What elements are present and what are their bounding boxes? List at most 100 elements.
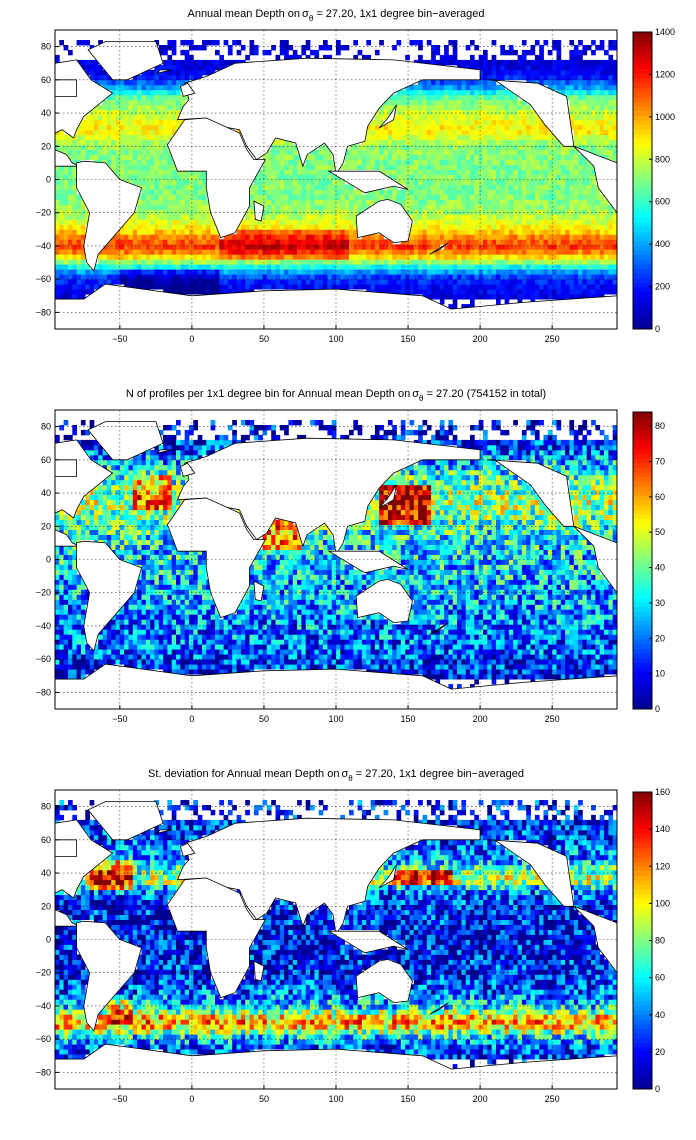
heatmap-cell [508,74,514,81]
heatmap-cell [500,669,505,675]
heatmap-cell [422,204,428,210]
heatmap-cell [521,264,527,270]
heatmap-cell [158,219,164,225]
heatmap-cell [340,254,345,260]
heatmap-cell [452,239,458,245]
heatmap-cell [193,179,198,185]
heatmap-cell [327,264,333,270]
heatmap-cell [496,299,501,305]
heatmap-cell [379,289,384,295]
heatmap-cell [284,284,289,290]
heatmap-cell [591,669,596,675]
heatmap-cell [184,249,190,255]
heatmap-cell [141,124,147,131]
heatmap-cell [336,204,341,210]
heatmap-cell [474,674,479,680]
heatmap-cell [612,279,618,285]
heatmap-cell [387,174,393,180]
heatmap-cell [215,229,220,235]
heatmap-cell [483,184,488,190]
heatmap-cell [405,179,410,185]
heatmap-cell [521,99,527,106]
heatmap-cell [396,194,402,200]
heatmap-cell [474,169,479,175]
heatmap-cell [323,244,328,250]
heatmap-cell [288,179,294,185]
heatmap-cell [89,134,95,140]
heatmap-cell [491,239,497,245]
heatmap-cell [55,134,60,140]
heatmap-cell [439,114,445,121]
heatmap-cell [115,99,121,106]
heatmap-cell [599,45,605,51]
heatmap-cell [349,184,354,190]
heatmap-cell [526,59,531,66]
heatmap-cell [556,49,562,56]
heatmap-cell [63,184,69,190]
heatmap-cell [284,174,289,180]
heatmap-cell [483,219,488,225]
heatmap-cell [137,79,142,86]
heatmap-cell [400,149,406,155]
heatmap-cell [206,64,211,71]
heatmap-cell [409,189,415,195]
heatmap-cell [474,244,479,250]
heatmap-cell [478,84,484,91]
heatmap-cell [271,179,276,185]
heatmap-cell [284,254,289,260]
heatmap-cell [483,119,488,126]
heatmap-cell [496,84,501,91]
heatmap-cell [301,249,307,255]
heatmap-cell [349,239,354,245]
colorbar-tick-label: 800 [655,154,670,164]
heatmap-cell [59,274,64,280]
heatmap-cell [457,169,462,175]
heatmap-cell [323,274,328,280]
heatmap-cell [413,249,419,255]
heatmap-cell [491,79,497,86]
heatmap-cell [396,114,402,121]
heatmap-cell [167,664,173,670]
heatmap-cell [530,149,536,155]
heatmap-cell [444,209,449,215]
heatmap-cell [340,209,345,215]
heatmap-cell [517,154,523,160]
heatmap-cell [288,209,294,215]
heatmap-cell [470,204,475,210]
heatmap-cell [284,54,289,61]
heatmap-cell [387,239,393,245]
heatmap-cell [197,59,203,66]
heatmap-cell [543,189,549,195]
heatmap-cell [301,214,307,220]
heatmap-cell [184,194,190,200]
heatmap-cell [189,199,194,205]
heatmap-cell [189,174,194,180]
heatmap-cell [349,244,354,250]
heatmap-cell [435,149,441,155]
heatmap-cell [80,134,86,140]
heatmap-cell [336,189,341,195]
heatmap-cell [426,284,432,290]
heatmap-cell [370,279,376,285]
heatmap-cell [496,59,501,66]
heatmap-cell [517,134,523,140]
heatmap-cell [474,229,479,235]
heatmap-cell [504,219,510,225]
heatmap-cell [560,184,566,190]
heatmap-cell [76,274,82,280]
heatmap-cell [253,174,259,180]
heatmap-cell [552,229,557,235]
heatmap-cell [448,269,454,275]
heatmap-cell [72,134,77,140]
heatmap-cell [323,179,328,185]
heatmap-cell [158,159,164,165]
heatmap-cell [465,249,471,255]
heatmap-cell [258,244,263,250]
heatmap-cell [353,189,358,195]
heatmap-cell [305,284,311,290]
heatmap-cell [258,194,263,200]
heatmap-cell [526,134,531,140]
heatmap-cell [552,154,557,160]
heatmap-cell [344,664,350,670]
heatmap-cell [508,104,514,111]
